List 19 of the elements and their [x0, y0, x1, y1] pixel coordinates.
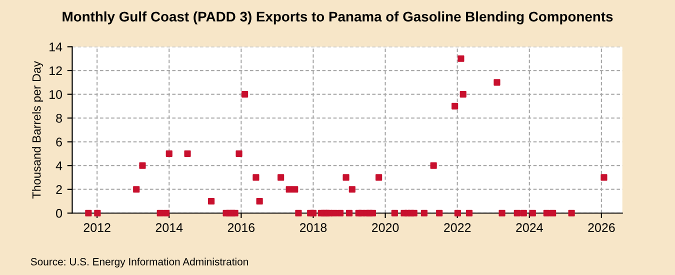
x-tick-label: 2016 — [228, 223, 255, 232]
y-tick-label: 14 — [50, 42, 62, 52]
x-tick-label: 2022 — [444, 223, 471, 232]
x-tick-label: 2024 — [516, 223, 543, 232]
chart-title: Monthly Gulf Coast (PADD 3) Exports to Panama of Gasoline Blending Components — [62, 11, 613, 24]
x-tick-label: 2026 — [588, 223, 615, 232]
source-note: Source: U.S. Energy Information Administration — [30, 258, 248, 268]
x-tick-label: 2020 — [372, 223, 399, 232]
x-tick-label: 2018 — [300, 223, 327, 232]
y-tick-label: 0 — [56, 208, 62, 218]
y-tick-label: 10 — [50, 90, 62, 99]
y-tick-label: 4 — [56, 162, 62, 170]
y-axis-title: Thousand Barrels per Day — [32, 61, 44, 199]
x-tick-label: 2012 — [84, 223, 110, 232]
y-tick-label: 6 — [56, 138, 62, 146]
y-tick-label: 12 — [50, 66, 62, 76]
y-tick-label: 2 — [56, 185, 62, 194]
x-tick-label: 2014 — [156, 223, 183, 232]
y-tick-label: 8 — [56, 114, 62, 123]
